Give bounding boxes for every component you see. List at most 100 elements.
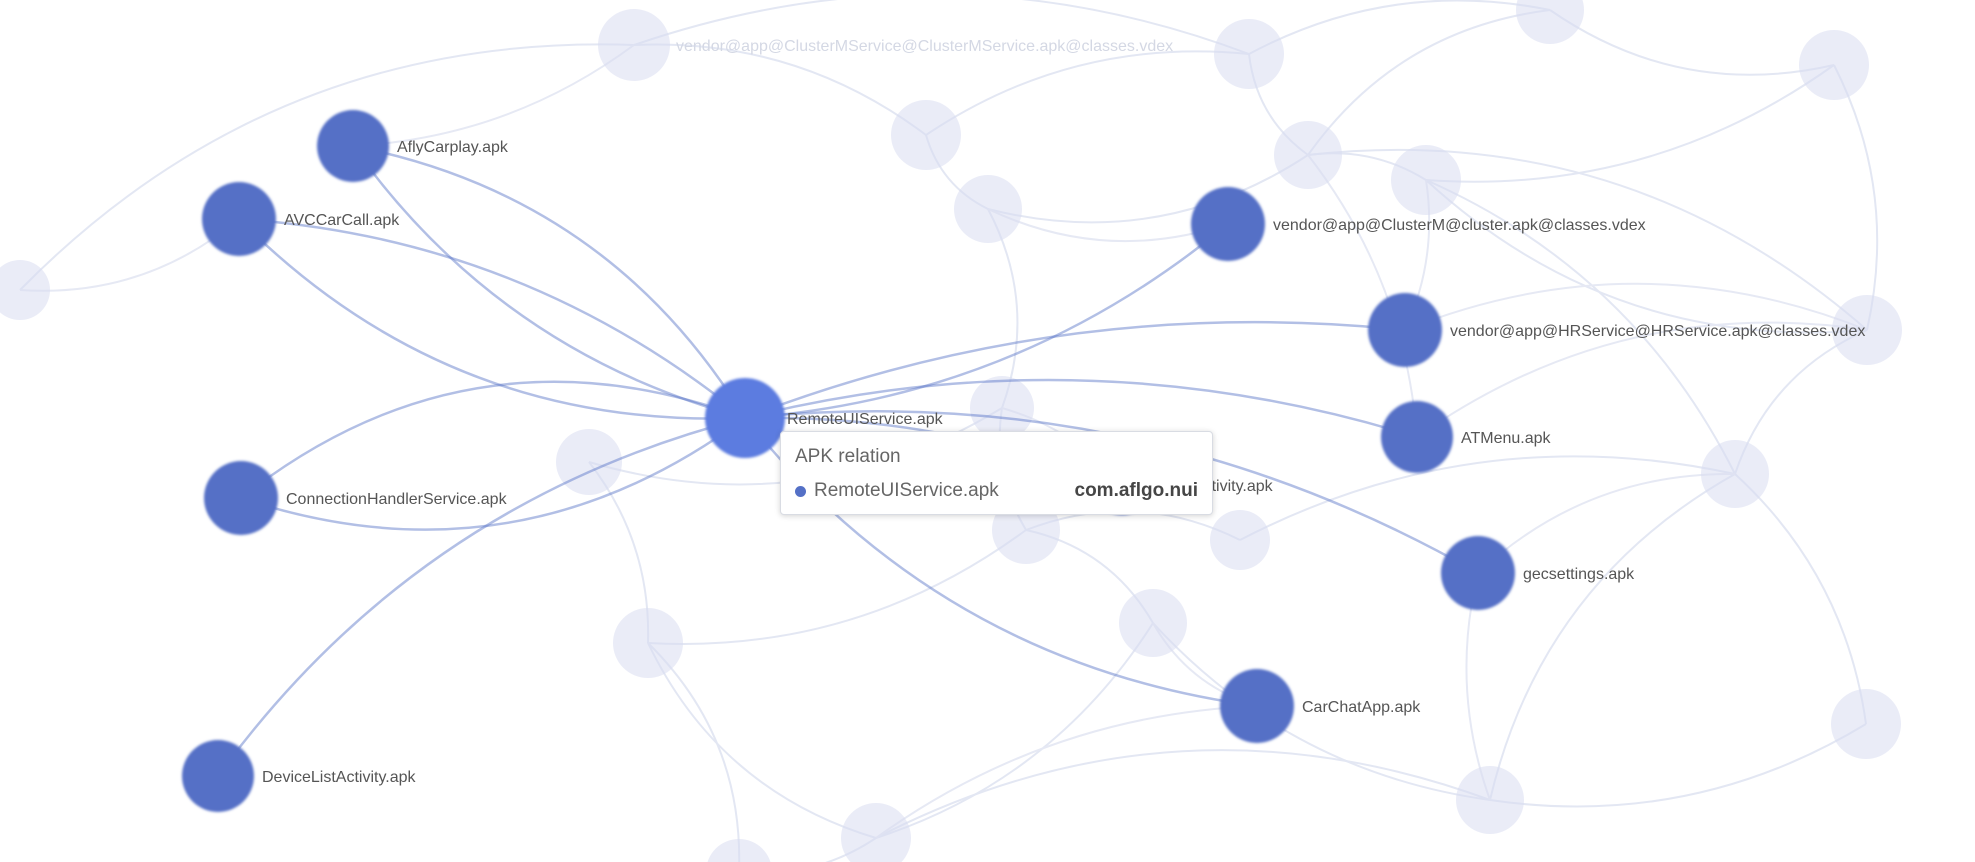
apk-node-circle[interactable] <box>1381 401 1453 473</box>
background-edge <box>1425 179 1868 334</box>
background-node[interactable] <box>1391 145 1461 215</box>
background-node-circle[interactable] <box>970 376 1034 440</box>
background-nodes: vendor@app@ClusterMService@ClusterMServi… <box>0 0 1902 862</box>
apk-node-circle[interactable] <box>204 461 278 535</box>
background-edge <box>1425 179 1736 475</box>
apk-node[interactable]: vendor@app@HRService@HRService.apk@class… <box>1368 293 1865 367</box>
background-edge <box>1477 472 1736 574</box>
apk-node-circle[interactable] <box>1441 536 1515 610</box>
background-edge <box>987 154 1309 224</box>
relation-edge <box>240 380 746 499</box>
background-node[interactable] <box>613 608 683 678</box>
background-node-circle[interactable] <box>891 100 961 170</box>
apk-node[interactable]: DeviceListActivity.apk <box>182 740 417 812</box>
background-edge <box>1489 723 1867 808</box>
apk-node[interactable]: ConnectionHandlerService.apk <box>204 461 508 535</box>
background-edge <box>1152 622 1491 801</box>
background-node-circle[interactable] <box>841 803 911 862</box>
background-node-circle[interactable] <box>613 608 683 678</box>
background-edge <box>1307 154 1418 438</box>
background-edge <box>1416 321 1868 438</box>
apk-node-label: gecsettings.apk <box>1523 566 1635 583</box>
apk-node-circle[interactable] <box>1191 187 1265 261</box>
background-node-circle[interactable] <box>1214 19 1284 89</box>
background-edge <box>1489 473 1736 801</box>
background-edge <box>875 705 1258 839</box>
background-node-circle[interactable] <box>1831 689 1901 759</box>
relation-edge <box>744 320 1406 420</box>
center-node-circle[interactable] <box>705 378 785 458</box>
background-edge <box>1425 64 1835 183</box>
tooltip-row: RemoteUIService.apk com.aflgo.nui <box>795 478 1198 504</box>
background-node[interactable] <box>1701 440 1769 508</box>
background-node-circle[interactable] <box>1516 0 1584 44</box>
apk-node-circle[interactable] <box>1220 669 1294 743</box>
background-node-circle[interactable] <box>1701 440 1769 508</box>
relation-edge <box>352 144 747 419</box>
apk-node-circle[interactable] <box>202 182 276 256</box>
background-node[interactable] <box>556 429 622 495</box>
apk-node-circle[interactable] <box>182 740 254 812</box>
background-edge <box>1734 473 1867 725</box>
background-node[interactable] <box>1214 19 1284 89</box>
background-node-circle[interactable] <box>0 260 50 320</box>
background-node-circle[interactable] <box>1274 121 1342 189</box>
background-node-circle[interactable] <box>1832 295 1902 365</box>
background-node-circle[interactable] <box>598 9 670 81</box>
tooltip-value: com.aflgo.nui <box>1074 480 1199 501</box>
background-node[interactable] <box>970 376 1034 440</box>
background-node[interactable] <box>1119 589 1187 657</box>
background-node[interactable] <box>0 260 50 320</box>
tooltip-series-name: RemoteUIService.apk <box>814 480 999 501</box>
background-node-circle[interactable] <box>1456 766 1524 834</box>
background-node-circle[interactable] <box>556 429 622 495</box>
background-node[interactable] <box>954 175 1022 243</box>
background-edge <box>875 622 1154 839</box>
background-node[interactable] <box>706 839 772 862</box>
background-node[interactable] <box>1516 0 1584 44</box>
relation-edge <box>238 217 746 419</box>
background-edge <box>1239 455 1736 541</box>
apk-node-label: AflyCarplay.apk <box>397 139 509 156</box>
relation-edge <box>238 218 746 420</box>
background-node[interactable] <box>841 803 911 862</box>
background-node-label: vendor@app@ClusterMService@ClusterMServi… <box>676 38 1173 55</box>
apk-node-circle[interactable] <box>317 110 389 182</box>
background-node-circle[interactable] <box>1210 510 1270 570</box>
apk-node[interactable]: gecsettings.apk <box>1441 536 1635 610</box>
background-edge <box>352 44 635 147</box>
background-node[interactable] <box>1274 121 1342 189</box>
background-edge <box>647 642 877 839</box>
background-edge <box>633 0 1250 55</box>
background-edge <box>633 43 927 136</box>
apk-node[interactable]: AflyCarplay.apk <box>317 110 509 182</box>
background-edge <box>1307 9 1551 156</box>
relation-tooltip: APK relation RemoteUIService.apk com.afl… <box>780 431 1213 515</box>
apk-node-label: DeviceListActivity.apk <box>262 769 417 786</box>
apk-node[interactable]: CarChatApp.apk <box>1220 669 1421 743</box>
apk-node-label: AVCCarCall.apk <box>284 212 400 229</box>
background-node[interactable]: vendor@app@ClusterMService@ClusterMServi… <box>598 9 1173 81</box>
background-edge <box>1248 0 1551 55</box>
background-edge <box>925 50 1250 136</box>
background-node[interactable] <box>1210 510 1270 570</box>
apk-node[interactable]: vendor@app@ClusterM@cluster.apk@classes.… <box>1191 187 1646 261</box>
background-node-circle[interactable] <box>954 175 1022 243</box>
apk-node[interactable]: AVCCarCall.apk <box>202 182 400 256</box>
background-node-circle[interactable] <box>1391 145 1461 215</box>
background-edge <box>1404 282 1868 331</box>
apk-node-circle[interactable] <box>1368 293 1442 367</box>
center-node[interactable]: RemoteUIService.apk <box>705 378 944 458</box>
background-node-circle[interactable] <box>706 839 772 862</box>
background-node[interactable] <box>1799 30 1869 100</box>
apk-node[interactable]: ATMenu.apk <box>1381 401 1552 473</box>
background-node-circle[interactable] <box>1799 30 1869 100</box>
background-node[interactable] <box>1831 689 1901 759</box>
background-node[interactable] <box>891 100 961 170</box>
background-node-circle[interactable] <box>1119 589 1187 657</box>
series-marker-icon <box>795 485 806 497</box>
background-node[interactable] <box>1832 295 1902 365</box>
background-edge <box>875 749 1491 839</box>
background-node[interactable] <box>1456 766 1524 834</box>
apk-node-label: vendor@app@ClusterM@cluster.apk@classes.… <box>1273 217 1646 234</box>
